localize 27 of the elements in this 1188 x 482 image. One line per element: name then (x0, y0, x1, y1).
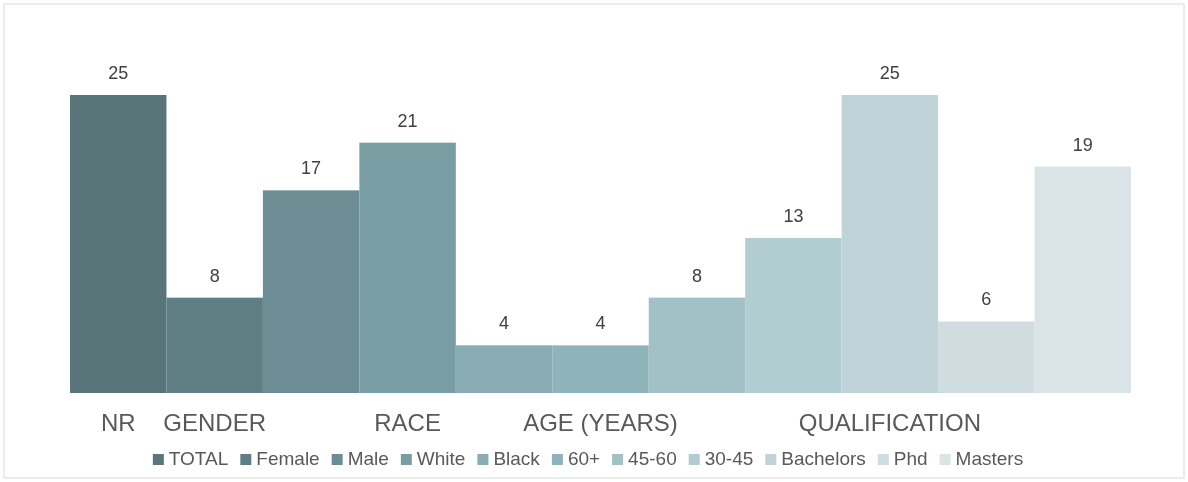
legend-label: Female (256, 448, 320, 470)
legend-label: 60+ (567, 448, 601, 470)
data-label: 25 (879, 63, 900, 83)
data-label: 19 (1072, 134, 1093, 155)
data-label: 25 (108, 63, 129, 83)
data-label: 8 (209, 265, 220, 286)
data-label: 4 (595, 313, 606, 334)
x-tick-label: AGE (YEARS) (523, 409, 678, 437)
x-tick-label: RACE (374, 409, 441, 437)
legend-label: Black (493, 448, 541, 470)
legend-label: Phd (893, 448, 928, 470)
legend-label: Masters (955, 448, 1024, 470)
legend-label: 45-60 (628, 448, 677, 470)
legend-label: Bachelors (781, 448, 866, 470)
data-label: 4 (499, 313, 510, 334)
x-tick-label: GENDER (163, 409, 267, 437)
legend-label: White (416, 448, 466, 470)
x-tick-label: QUALIFICATION (798, 409, 981, 437)
data-label: 6 (981, 289, 992, 310)
data-label: 13 (783, 206, 804, 227)
legend-label: Male (347, 448, 389, 470)
x-tick-label: NR (100, 409, 136, 437)
data-label: 17 (301, 158, 322, 179)
data-label: 8 (691, 265, 702, 286)
data-label: 21 (397, 110, 418, 131)
legend-label: 30-45 (704, 448, 754, 470)
legend-label: TOTAL (168, 448, 229, 470)
